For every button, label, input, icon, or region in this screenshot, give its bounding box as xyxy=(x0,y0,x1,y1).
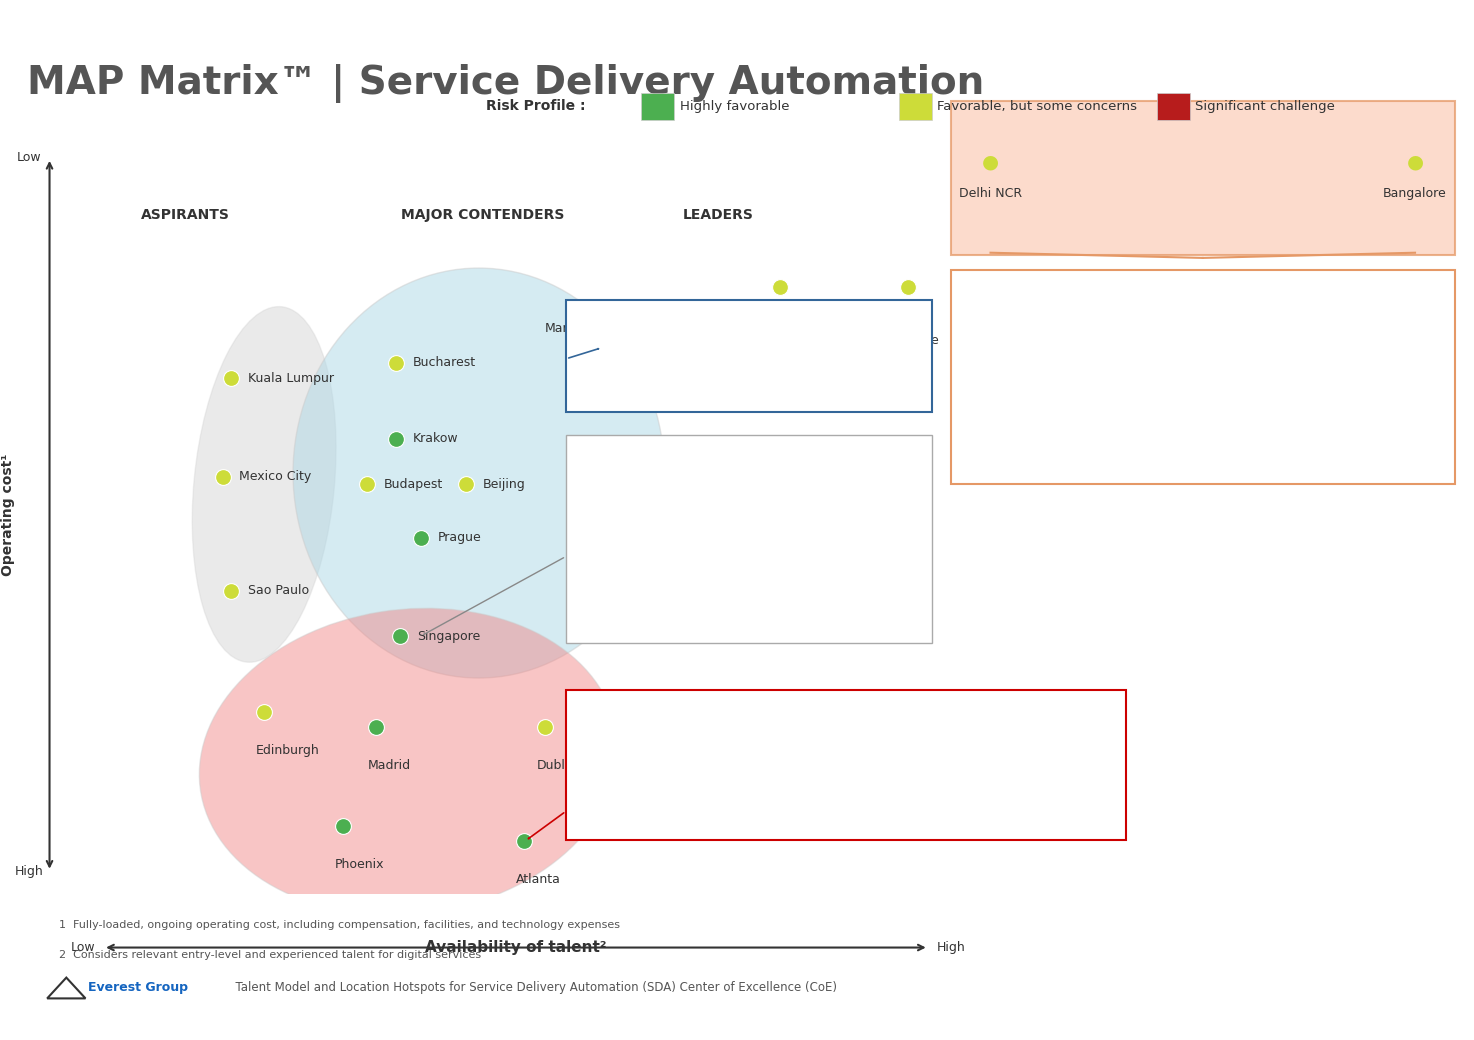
Text: Significant challenge: Significant challenge xyxy=(1195,100,1335,112)
Text: Budapest: Budapest xyxy=(383,478,444,491)
Text: Availability of talent²: Availability of talent² xyxy=(425,940,607,955)
Text: Risk Profile :: Risk Profile : xyxy=(486,99,587,113)
Text: ●: ● xyxy=(982,153,999,172)
Point xyxy=(364,719,388,735)
Text: 1  Fully-loaded, ongoing operating cost, including compensation, facilities, and: 1 Fully-loaded, ongoing operating cost, … xyxy=(59,920,621,931)
Text: Operating cost¹: Operating cost¹ xyxy=(1,453,15,576)
Text: ●: ● xyxy=(1406,153,1424,172)
Text: Beijing: Beijing xyxy=(483,478,526,491)
Point xyxy=(896,279,920,295)
Text: High: High xyxy=(937,941,965,954)
Text: Talent Model and Location Hotspots for Service Delivery Automation (SDA) Center : Talent Model and Location Hotspots for S… xyxy=(228,982,837,994)
Text: Krakow: Krakow xyxy=(413,433,458,445)
Text: Kuala Lumpur: Kuala Lumpur xyxy=(248,371,333,385)
Ellipse shape xyxy=(192,307,336,662)
Point xyxy=(330,817,354,834)
Point xyxy=(211,468,234,485)
Text: Smaller but less competitive
talent pool; moderate cost
arbitrage: Smaller but less competitive talent pool… xyxy=(578,312,756,361)
Point xyxy=(355,476,379,493)
Point xyxy=(768,279,792,295)
Text: Everest Group: Everest Group xyxy=(88,982,189,994)
Text: MAP Matrix™ | Service Delivery Automation: MAP Matrix™ | Service Delivery Automatio… xyxy=(27,64,983,103)
Point xyxy=(591,339,615,356)
Text: Sao Paulo: Sao Paulo xyxy=(248,584,308,597)
Point xyxy=(513,833,537,850)
Text: Favorable, but some concerns: Favorable, but some concerns xyxy=(937,100,1138,112)
Text: Madrid: Madrid xyxy=(367,759,410,772)
Text: Bucharest: Bucharest xyxy=(413,357,476,369)
Text: Dublin: Dublin xyxy=(537,759,576,772)
Point xyxy=(410,529,433,546)
Point xyxy=(220,370,243,387)
Text: • Sizable talent, driven by
  multiple GICs and service
  providers operating Co: • Sizable talent, driven by multiple GIC… xyxy=(965,283,1167,372)
Point xyxy=(389,628,413,645)
Text: Manila: Manila xyxy=(545,322,587,335)
Text: LEADERS: LEADERS xyxy=(682,208,753,222)
Text: 2  Considers relevant entry-level and experienced talent for digital services: 2 Considers relevant entry-level and exp… xyxy=(59,950,481,960)
Text: High: High xyxy=(15,865,43,878)
Text: Atlanta: Atlanta xyxy=(516,873,560,886)
Point xyxy=(454,476,478,493)
Text: Delhi NCR: Delhi NCR xyxy=(749,334,812,346)
Text: Low: Low xyxy=(16,152,41,164)
Text: Relatively nascent, with small
talent pool, but offer sizable
entry-level talent: Relatively nascent, with small talent po… xyxy=(578,447,768,532)
Point xyxy=(220,582,243,599)
Text: MAJOR CONTENDERS: MAJOR CONTENDERS xyxy=(401,208,565,222)
Text: Delhi NCR: Delhi NCR xyxy=(960,187,1021,200)
Point xyxy=(385,355,408,371)
Text: Highly favorable: Highly favorable xyxy=(680,100,789,112)
Text: Mexico City: Mexico City xyxy=(239,470,311,484)
Text: ASPIRANTS: ASPIRANTS xyxy=(142,208,230,222)
Text: Bangalore: Bangalore xyxy=(876,334,940,346)
Point xyxy=(385,431,408,447)
Text: Edinburgh: Edinburgh xyxy=(256,744,320,757)
Point xyxy=(252,704,276,721)
Ellipse shape xyxy=(199,608,618,915)
Text: Singapore: Singapore xyxy=(417,630,481,643)
Text: • Highly skilled talent and well-developed infrastructure;
  low-risk environmen: • Highly skilled talent and well-develop… xyxy=(578,702,935,769)
Point xyxy=(534,719,557,735)
Text: Prague: Prague xyxy=(438,531,481,544)
Text: Bangalore: Bangalore xyxy=(1383,187,1447,200)
Ellipse shape xyxy=(293,268,665,678)
Text: Phoenix: Phoenix xyxy=(335,858,383,870)
Text: Low: Low xyxy=(71,941,94,954)
